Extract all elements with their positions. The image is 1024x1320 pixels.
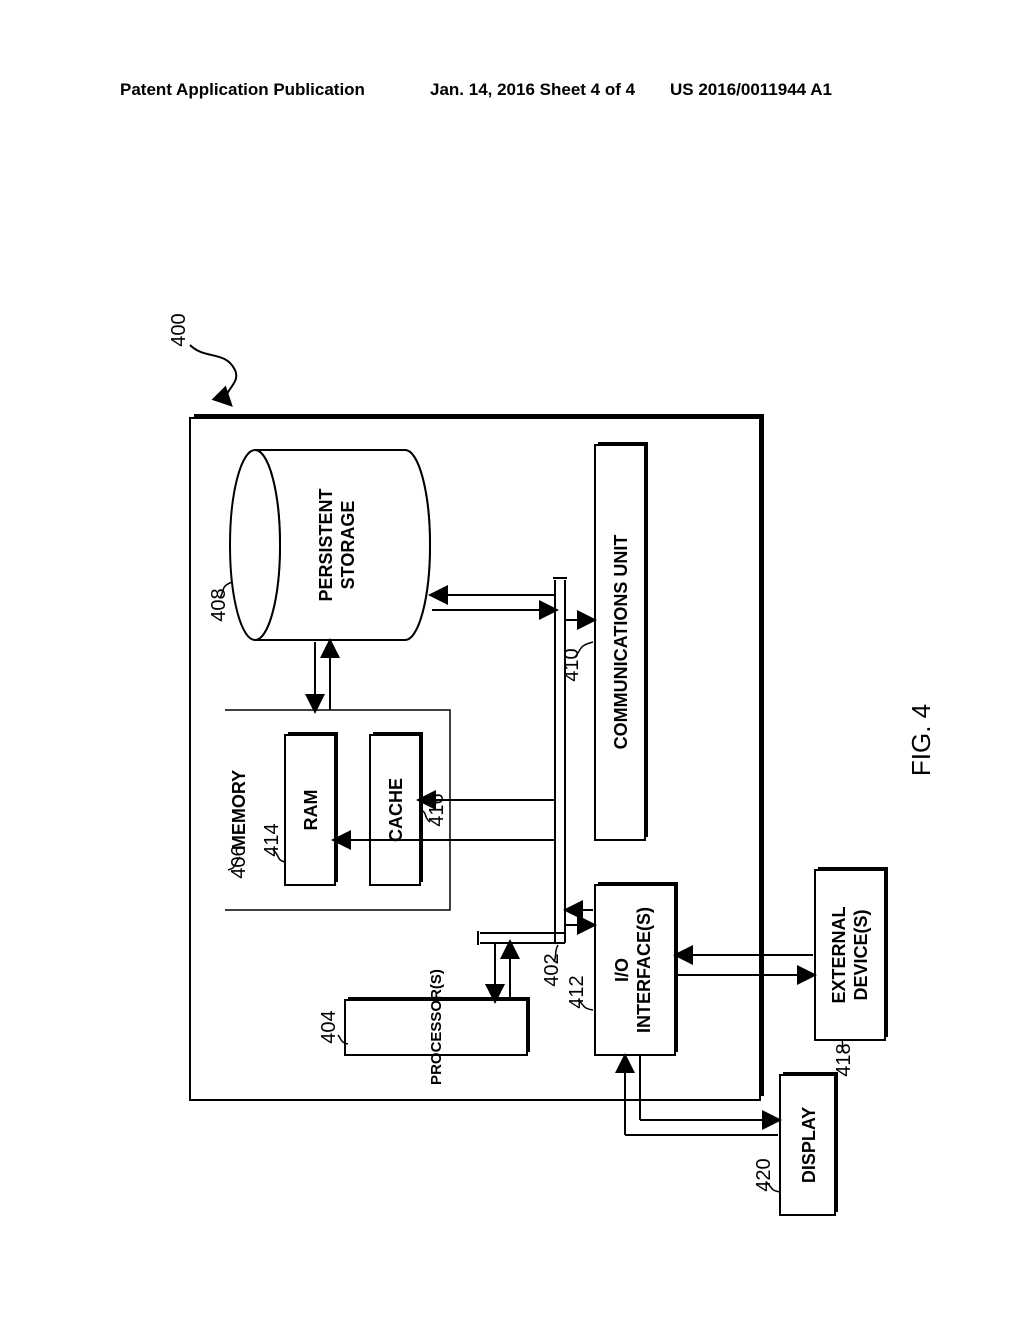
figure-caption: FIG. 4 bbox=[906, 704, 936, 776]
label-io-1: I/O bbox=[612, 958, 632, 982]
label-storage-1: PERSISTENT bbox=[316, 488, 336, 601]
ref-406: 406 bbox=[228, 845, 250, 878]
ref-404: 404 bbox=[318, 1010, 340, 1043]
ref-414: 414 bbox=[261, 823, 283, 856]
ref-412: 412 bbox=[566, 975, 588, 1008]
ref-420: 420 bbox=[753, 1158, 775, 1191]
label-io-2: INTERFACE(S) bbox=[634, 907, 654, 1033]
page-root: Patent Application Publication Jan. 14, … bbox=[0, 0, 1024, 1320]
ref-418: 418 bbox=[833, 1043, 855, 1076]
ref-402: 402 bbox=[541, 953, 563, 986]
label-cache: CACHE bbox=[386, 778, 406, 842]
block-storage: PERSISTENT STORAGE bbox=[230, 450, 430, 640]
label-memory: MEMORY bbox=[229, 770, 249, 850]
label-ram: RAM bbox=[301, 790, 321, 831]
label-processor-final: PROCESSOR(S) bbox=[428, 969, 445, 1085]
label-storage-2: STORAGE bbox=[338, 501, 358, 590]
figure-svg: 400 MEMORY 406 RAM 414 CACHE 416 bbox=[0, 0, 1024, 1320]
ref-400: 400 bbox=[168, 313, 190, 346]
label-display: DISPLAY bbox=[799, 1107, 819, 1183]
ref-408: 408 bbox=[208, 588, 230, 621]
label-ext-1: EXTERNAL bbox=[829, 906, 849, 1003]
label-ext-2: DEVICE(S) bbox=[851, 909, 871, 1000]
label-comm: COMMUNICATIONS UNIT bbox=[611, 535, 631, 750]
